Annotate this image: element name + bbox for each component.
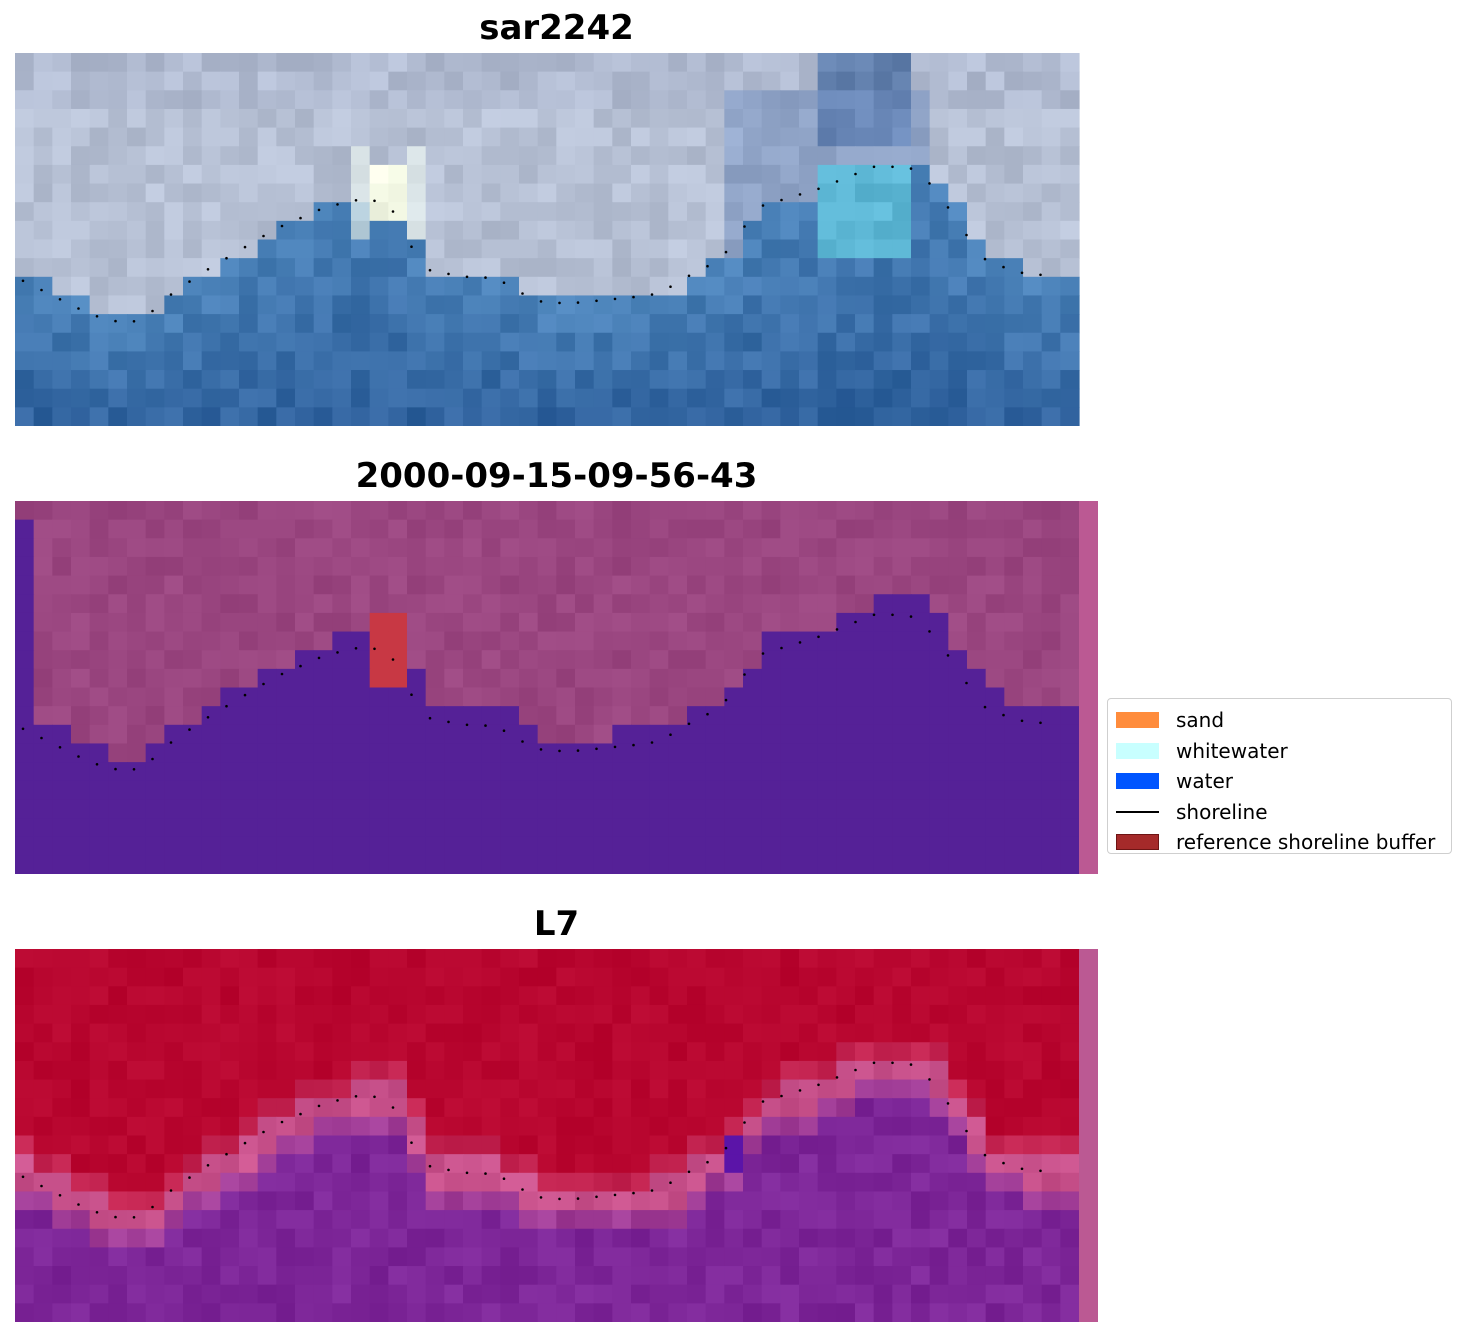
legend-item-whitewater: whitewater <box>1116 736 1443 767</box>
index-image-panel <box>15 949 1098 1322</box>
legend-label: shoreline <box>1176 799 1268 824</box>
rgb-panel-title: sar2242 <box>479 8 634 48</box>
legend-item-sand: sand <box>1116 705 1443 736</box>
classified-image-panel <box>15 501 1098 874</box>
shoreline-dots <box>21 165 1042 323</box>
legend: sand whitewater water shoreline referenc… <box>1107 698 1452 854</box>
water-swatch <box>1116 773 1159 790</box>
pixel-grid <box>15 501 1080 874</box>
rgb-image-panel <box>15 53 1080 426</box>
pixel-grid <box>15 53 1080 426</box>
reference-buffer-swatch <box>1116 834 1159 851</box>
legend-item-reference-buffer: reference shoreline buffer <box>1116 827 1443 858</box>
legend-label: water <box>1176 769 1233 794</box>
shoreline-dots <box>21 613 1042 771</box>
whitewater-swatch <box>1116 742 1159 759</box>
legend-item-shoreline: shoreline <box>1116 797 1443 828</box>
edge-strip <box>1079 501 1098 874</box>
shoreline-dots <box>21 1061 1042 1219</box>
legend-label: whitewater <box>1176 738 1288 763</box>
sand-swatch <box>1116 712 1159 729</box>
edge-strip <box>1079 949 1098 1322</box>
legend-label: sand <box>1176 708 1225 733</box>
classified-panel-title: 2000-09-15-09-56-43 <box>355 456 758 496</box>
legend-item-water: water <box>1116 766 1443 797</box>
pixel-grid <box>15 949 1080 1322</box>
index-panel-title: L7 <box>533 904 580 944</box>
legend-label: reference shoreline buffer <box>1176 830 1436 855</box>
shoreline-line-swatch <box>1116 810 1159 813</box>
